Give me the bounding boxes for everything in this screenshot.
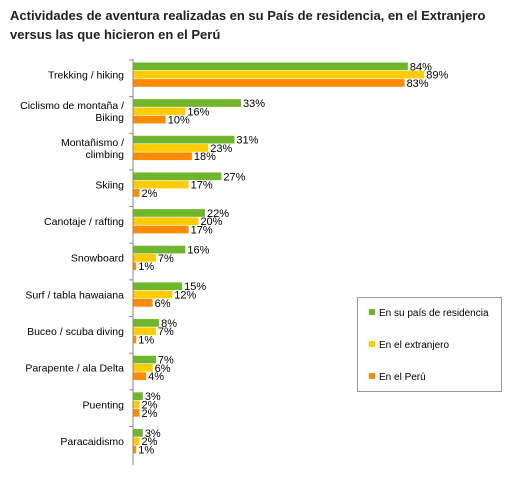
data-label: 23%: [210, 143, 232, 155]
bar: [133, 408, 140, 417]
category-label: Parapente / ala Delta: [25, 363, 124, 375]
data-label: 2%: [142, 399, 158, 411]
category-label: Puenting: [83, 399, 125, 411]
category-label: Biking: [95, 112, 124, 124]
data-label: 20%: [200, 216, 222, 228]
bar: [133, 392, 143, 401]
data-label: 7%: [158, 355, 174, 367]
bar: [133, 400, 140, 409]
category-label: climbing: [85, 149, 124, 161]
bar: [133, 319, 160, 327]
category-labels-layer: Trekking / hiking Ciclismo de montaña /Bi…: [20, 59, 133, 448]
category-label: Snowboard: [71, 253, 124, 265]
bar: [133, 107, 186, 116]
data-label: 3%: [145, 391, 161, 403]
bar: [133, 372, 147, 380]
data-label: 2%: [142, 408, 158, 420]
bar: [133, 209, 205, 217]
bars-layer: [133, 62, 425, 454]
data-label: 83%: [407, 78, 429, 90]
data-label: 6%: [155, 363, 171, 375]
data-label: 1%: [138, 334, 154, 346]
bar: [133, 70, 425, 79]
bar: [133, 290, 173, 299]
bar: [133, 355, 156, 364]
bar: [133, 254, 156, 262]
category-label: Trekking / hiking: [48, 69, 124, 81]
data-label: 7%: [158, 253, 174, 265]
legend-item-extranjero: En el extranjero: [369, 340, 449, 351]
category-label: Ciclismo de montaña /: [20, 100, 124, 112]
data-label: 16%: [187, 106, 209, 118]
data-label: 10%: [168, 115, 190, 127]
category-label: Canotaje / rafting: [44, 216, 124, 228]
category-label: Surf / tabla hawaiana: [25, 289, 124, 301]
bar: [133, 282, 183, 291]
data-label: 3%: [145, 428, 161, 440]
bar: [133, 335, 137, 344]
legend: En su país de residencia En el extranjer…: [357, 297, 502, 392]
bar: [133, 189, 140, 197]
data-label: 27%: [223, 171, 245, 183]
bar: [133, 437, 140, 445]
data-label: 17%: [191, 180, 213, 192]
bar: [133, 144, 209, 152]
data-label: 7%: [158, 326, 174, 338]
legend-label: En el Perú: [379, 372, 426, 383]
data-label: 8%: [161, 318, 177, 330]
bar: [133, 99, 241, 107]
data-label: 2%: [142, 188, 158, 200]
bar: [133, 115, 166, 124]
data-label: 89%: [426, 70, 448, 82]
bar: [133, 135, 235, 144]
legend-swatch: [369, 341, 375, 348]
data-label: 12%: [174, 290, 196, 302]
category-label: Paracaidismo: [60, 436, 124, 448]
bar: [133, 327, 156, 336]
category-label: Montañismo /: [61, 137, 124, 149]
bar: [133, 445, 137, 454]
bar: [133, 225, 189, 234]
data-label: 84%: [410, 61, 432, 73]
bar: [133, 152, 192, 161]
bar: [133, 262, 137, 271]
category-label: Buceo / scuba diving: [27, 326, 124, 338]
data-label: 31%: [236, 135, 258, 147]
data-label: 1%: [138, 261, 154, 273]
chart-title: Actividades de aventura realizadas en su…: [10, 8, 486, 42]
data-label: 1%: [138, 444, 154, 456]
data-label: 6%: [155, 298, 171, 310]
data-label: 16%: [187, 245, 209, 257]
bar: [133, 429, 143, 437]
bar: [133, 217, 199, 226]
bar: [133, 79, 405, 87]
bar: [133, 62, 408, 71]
category-label: Skiing: [95, 179, 124, 191]
data-label: 2%: [142, 436, 158, 448]
bar: [133, 245, 186, 254]
legend-item-peru: En el Perú: [369, 372, 426, 383]
legend-label: En su país de residencia: [379, 308, 489, 319]
legend-item-residencia: En su país de residencia: [369, 308, 489, 319]
bar: [133, 299, 153, 307]
data-label: 17%: [191, 225, 213, 237]
data-label: 15%: [184, 281, 206, 293]
data-label: 33%: [243, 98, 265, 110]
data-label: 18%: [194, 151, 216, 163]
legend-swatch: [369, 373, 375, 380]
legend-swatch: [369, 309, 375, 316]
bar: [133, 172, 222, 181]
value-labels-layer: 84%89%83%33%16%10%31%23%18%27%17%2%22%20…: [138, 61, 448, 456]
data-label: 22%: [207, 208, 229, 220]
legend-label: En el extranjero: [379, 340, 450, 351]
bar: [133, 364, 153, 372]
bar: [133, 180, 189, 189]
data-label: 4%: [148, 371, 164, 383]
